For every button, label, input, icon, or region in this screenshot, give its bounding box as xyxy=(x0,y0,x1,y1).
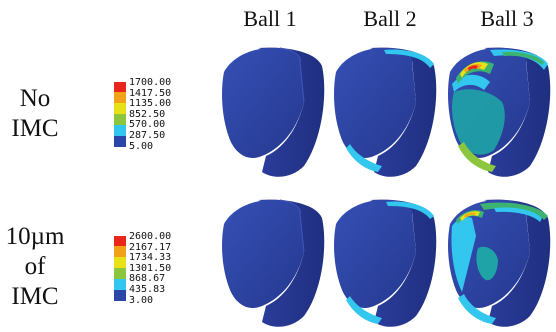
ball-cut-face xyxy=(222,199,304,309)
ball-1-no-imc xyxy=(222,47,325,177)
legend-swatch xyxy=(114,82,126,92)
stress-region-red xyxy=(468,65,478,71)
legend-values: 2600.00 2167.17 1734.33 1301.50 868.67 4… xyxy=(129,231,172,306)
legend-value: 2600.00 xyxy=(129,231,172,242)
stress-region-teal xyxy=(476,246,498,281)
ball-top-rim xyxy=(480,202,548,220)
row-label-no-imc: No IMC xyxy=(0,84,70,144)
ball-top-rim xyxy=(384,49,434,68)
legend-swatch xyxy=(114,246,126,257)
legend-swatch xyxy=(114,103,126,114)
ball-cut-face xyxy=(222,47,304,159)
column-title-ball-2: Ball 2 xyxy=(363,6,417,31)
ball-edge xyxy=(279,199,305,253)
legend-swatch xyxy=(114,236,126,246)
ball-2-10um-imc xyxy=(334,199,437,327)
ball-side-surface xyxy=(370,199,437,327)
legend-color-bar xyxy=(114,82,126,147)
legend-swatch xyxy=(114,92,126,103)
stress-region-teal xyxy=(452,89,505,155)
legend-swatch xyxy=(114,268,126,279)
ball-bottom-rim xyxy=(346,144,382,172)
row-label-10um-imc: 10µm of IMC xyxy=(0,222,70,312)
legend-value: 1135.00 xyxy=(129,98,172,110)
stress-region-orange xyxy=(464,212,476,218)
legend-swatch xyxy=(114,125,126,136)
legend-value: 570.00 xyxy=(129,119,166,131)
ball-cut-face xyxy=(334,47,416,159)
legend-value: 2167.17 xyxy=(129,241,172,253)
ball-3-no-imc xyxy=(448,47,551,177)
column-title-ball-3: Ball 3 xyxy=(480,6,534,31)
ball-top-rim xyxy=(386,201,434,219)
ball-side-surface xyxy=(370,47,437,177)
legend-value: 3.00 xyxy=(129,294,154,306)
legend-value: 5.00 xyxy=(129,140,154,152)
ball-side-surface xyxy=(258,199,325,327)
row-label-line: 10µm xyxy=(5,223,65,250)
ball-side-surface xyxy=(484,199,551,327)
ball-top-rim-green xyxy=(502,51,544,65)
legend-swatch xyxy=(114,136,126,147)
ball-edge xyxy=(279,47,305,103)
ball-2-no-imc xyxy=(334,47,437,177)
row-label-line: No xyxy=(19,85,51,112)
column-title-ball-1: Ball 1 xyxy=(243,6,297,31)
ball-side-surface xyxy=(484,47,551,177)
legend-color-bar xyxy=(114,236,126,301)
ball-side-surface xyxy=(258,47,325,177)
legend-value: 1417.50 xyxy=(129,87,172,99)
stress-region-cyan xyxy=(451,217,476,292)
ball-3-10um-imc xyxy=(448,199,551,327)
ball-bottom-rim xyxy=(458,142,496,172)
legend-swatch xyxy=(114,290,126,301)
legend-value: 287.50 xyxy=(129,129,166,141)
ball-bottom-rim xyxy=(346,296,382,324)
legend-value: 435.83 xyxy=(129,283,166,295)
legend-swatch xyxy=(114,279,126,290)
legend-value: 1734.33 xyxy=(129,252,172,264)
ball-top-rim-cyan xyxy=(494,207,542,222)
legend-value: 1700.00 xyxy=(129,77,172,88)
row-label-line: of xyxy=(24,253,46,280)
legend-value: 852.50 xyxy=(129,108,166,120)
legend-swatch xyxy=(114,257,126,268)
ball-cut-face xyxy=(334,199,416,309)
legend-values: 1700.00 1417.50 1135.00 852.50 570.00 28… xyxy=(129,77,172,152)
row-label-line: IMC xyxy=(11,283,59,310)
row-label-line: IMC xyxy=(11,115,59,142)
ball-1-10um-imc xyxy=(222,199,325,327)
ball-bottom-rim xyxy=(458,294,496,324)
legend-value: 1301.50 xyxy=(129,262,172,274)
legend-swatch xyxy=(114,114,126,125)
legend-value: 868.67 xyxy=(129,273,166,285)
